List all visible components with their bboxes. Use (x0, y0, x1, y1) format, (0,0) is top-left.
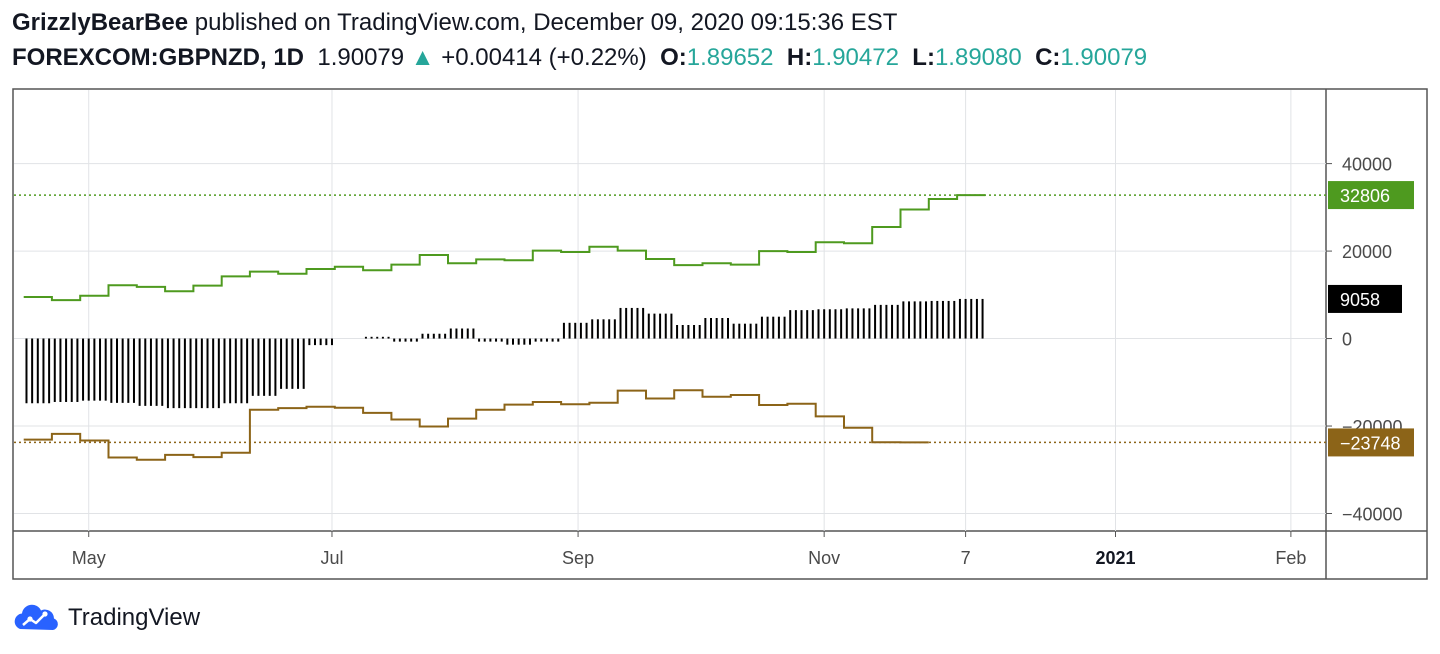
published-text: published on TradingView.com, December 0… (194, 9, 898, 36)
tradingview-brand[interactable]: TradingView (68, 604, 201, 631)
author-name[interactable]: GrizzlyBearBee (12, 9, 189, 36)
close-label: C: (1035, 44, 1061, 71)
x-tick-label: Nov (808, 548, 840, 568)
y-tick-label: 0 (1342, 330, 1352, 350)
open-value: 1.89652 (686, 44, 774, 71)
high-label: H: (786, 44, 813, 71)
tradingview-logo-icon[interactable] (12, 603, 60, 633)
high-value: 1.90472 (812, 44, 899, 71)
symbol-legend: FOREXCOM:GBPNZD, 1D 1.90079 ▲ +0.00414 (… (12, 43, 1147, 73)
x-tick-label: Sep (562, 548, 594, 568)
net-histogram (25, 298, 984, 409)
low-label: L: (912, 44, 935, 71)
arrow-up-icon: ▲ (410, 44, 435, 71)
x-tick-label: Feb (1275, 548, 1306, 568)
x-tick-label: 7 (961, 548, 971, 568)
badge-label: −23748 (1340, 433, 1401, 453)
short-step-line (23, 389, 929, 461)
last-price: 1.90079 (317, 44, 405, 71)
long-step-line (23, 194, 986, 302)
net-value-badge (1328, 284, 1402, 313)
footer: TradingView (12, 600, 200, 636)
long-value-badge (1328, 181, 1414, 210)
chart-frame (12, 88, 1428, 580)
y-tick-label: 40000 (1342, 155, 1392, 175)
y-tick-label: −40000 (1342, 505, 1403, 525)
publish-line: GrizzlyBearBee published on TradingView.… (12, 8, 897, 38)
badge-label: 9058 (1340, 290, 1380, 310)
chart-container[interactable]: 40000 20000 0 −20000 −40000 May Jul Sep Nov 7 2021… (12, 88, 1428, 580)
short-value-badge (1328, 428, 1414, 457)
badge-label: 32806 (1340, 186, 1390, 206)
x-tick-label: 2021 (1095, 548, 1135, 568)
x-tick-label: May (72, 548, 106, 568)
open-label: O: (660, 44, 687, 71)
close-value: 1.90079 (1060, 44, 1148, 71)
x-tick-label: Jul (320, 548, 343, 568)
low-value: 1.89080 (934, 44, 1022, 71)
y-tick-label: 20000 (1342, 242, 1392, 262)
price-change: +0.00414 (+0.22%) (441, 44, 647, 71)
symbol-label[interactable]: FOREXCOM:GBPNZD, 1D (12, 44, 305, 71)
